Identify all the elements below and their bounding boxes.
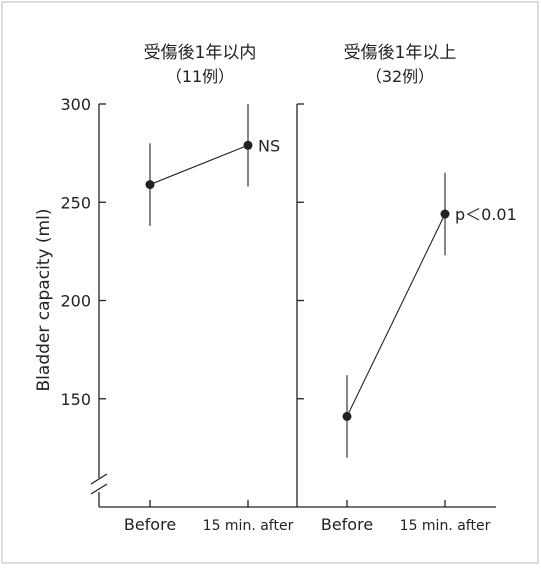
data-point bbox=[243, 140, 253, 150]
data-point bbox=[440, 209, 450, 219]
y-tick-label: 150 bbox=[60, 390, 91, 409]
y-tick-label: 250 bbox=[60, 193, 91, 212]
y-axis-label: Bladder capacity (ml) bbox=[34, 209, 54, 392]
series-line-panel-1 bbox=[149, 144, 249, 186]
x-tick-label: Before bbox=[321, 515, 373, 534]
y-tick-label: 300 bbox=[60, 95, 91, 114]
x-tick-label: Before bbox=[124, 515, 176, 534]
x-tick-label: 15 min. after bbox=[400, 518, 491, 534]
data-point bbox=[145, 180, 155, 190]
x-tick-label: 15 min. after bbox=[203, 518, 294, 534]
data-point bbox=[342, 411, 352, 421]
axis-break-mark-1 bbox=[90, 473, 108, 485]
y-tick-label: 200 bbox=[60, 292, 91, 311]
significance-annotation: p＜0.01 bbox=[455, 205, 517, 224]
panel-2-title-line1: 受傷後1年以上 bbox=[344, 43, 457, 63]
panel-1-title-line1: 受傷後1年以内 bbox=[144, 43, 257, 63]
panel-1-title-line2: （11例） bbox=[166, 67, 234, 86]
panel-2-title-line2: （32例） bbox=[366, 67, 434, 86]
series-line-panel-2 bbox=[346, 213, 446, 417]
figure-border bbox=[1, 1, 539, 564]
significance-annotation: NS bbox=[258, 136, 280, 155]
axis-break-mark-2 bbox=[90, 483, 108, 495]
